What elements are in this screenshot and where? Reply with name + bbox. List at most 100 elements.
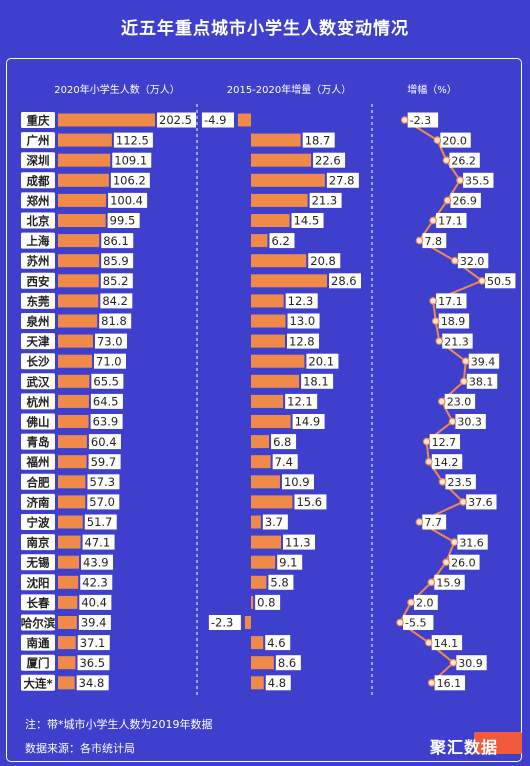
increase-bar <box>251 334 286 348</box>
students-value: 60.4 <box>91 435 117 449</box>
city-label-box <box>21 614 55 631</box>
growth-point <box>449 658 458 667</box>
students-bar <box>58 555 80 569</box>
growth-value: -2.3 <box>410 114 431 127</box>
city-label: 北京 <box>27 214 50 228</box>
increase-value: -2.3 <box>211 616 233 630</box>
brand-logo: 聚汇数据 <box>430 732 524 758</box>
growth-point <box>407 598 415 607</box>
growth-value: 17.1 <box>438 215 463 228</box>
growth-point <box>429 297 437 305</box>
increase-value: 18.1 <box>303 375 329 389</box>
growth-value-box <box>434 675 466 691</box>
city-label: 哈尔滨 <box>21 616 56 630</box>
students-value: 99.5 <box>110 214 136 228</box>
city-label: 合肥 <box>27 475 50 489</box>
city-label: 南京 <box>27 536 50 550</box>
increase-bar <box>251 234 268 248</box>
city-label-box <box>21 654 55 671</box>
growth-value: 38.1 <box>469 376 494 389</box>
growth-point <box>427 678 436 687</box>
increase-bar <box>251 153 312 167</box>
city-label-box <box>21 674 55 691</box>
city-label-box <box>21 413 55 430</box>
increase-value-box <box>262 514 288 530</box>
increase-value: 20.8 <box>310 254 336 268</box>
students-value: 39.4 <box>81 616 107 630</box>
increase-bar <box>251 415 291 428</box>
students-value-box <box>77 655 110 671</box>
students-bar <box>58 354 93 368</box>
increase-value-box <box>285 293 318 309</box>
students-bar <box>58 113 155 127</box>
city-label-box <box>21 373 55 390</box>
city-label-box <box>21 292 55 309</box>
growth-point <box>438 477 447 486</box>
growth-value: 2.0 <box>416 597 434 610</box>
growth-point <box>437 397 446 406</box>
growth-point <box>415 236 424 245</box>
city-label: 上海 <box>27 234 50 248</box>
growth-value: 17.1 <box>438 295 463 308</box>
increase-value: 22.6 <box>315 153 341 167</box>
increase-value: 0.8 <box>257 596 275 610</box>
students-value-box <box>87 494 120 510</box>
increase-value: 21.3 <box>312 194 338 208</box>
students-value-box <box>101 233 134 249</box>
students-value: 73.0 <box>97 334 123 348</box>
students-bar <box>58 133 112 147</box>
increase-value: 9.1 <box>279 555 297 569</box>
students-value: 63.9 <box>93 415 119 429</box>
growth-value: 20.0 <box>442 134 467 147</box>
header-growth: 增幅（%） <box>407 83 457 96</box>
increase-value: 14.5 <box>294 214 320 228</box>
students-bar <box>58 535 81 549</box>
students-value-box <box>113 132 153 148</box>
students-value-box <box>76 675 109 691</box>
city-label-box <box>21 212 55 229</box>
increase-value-box <box>271 434 297 450</box>
city-label-box <box>21 594 55 611</box>
increase-bar <box>251 374 300 388</box>
growth-value-box <box>445 474 476 490</box>
students-bar <box>58 314 98 328</box>
growth-value-box <box>466 373 498 389</box>
city-label-box <box>21 272 55 289</box>
increase-value: 18.7 <box>305 133 331 147</box>
students-value-box <box>80 574 113 590</box>
students-bar <box>58 435 87 449</box>
header-students: 2020年小学生人数（万人） <box>54 83 179 96</box>
increase-value-box <box>281 474 314 490</box>
students-bar <box>58 254 100 268</box>
students-value-box <box>88 454 121 470</box>
growth-point <box>459 498 467 506</box>
city-label-box <box>21 634 55 651</box>
growth-value-box <box>455 414 486 429</box>
growth-value-box <box>434 574 465 590</box>
students-bar <box>58 153 111 167</box>
growth-value-box <box>468 353 500 369</box>
increase-value: 27.8 <box>329 174 355 188</box>
students-value-box <box>157 112 196 128</box>
growth-value-box <box>429 434 461 450</box>
city-label: 郑州 <box>27 194 50 208</box>
increase-value-box <box>308 253 341 269</box>
growth-value-box <box>456 655 487 671</box>
students-value-box <box>108 192 148 208</box>
increase-value: 13.0 <box>290 314 316 328</box>
city-label-box <box>21 232 55 249</box>
growth-value: 35.5 <box>465 175 490 188</box>
increase-bar <box>244 616 251 629</box>
increase-bar <box>251 173 325 187</box>
growth-point <box>427 578 436 587</box>
increase-value-box <box>283 534 316 550</box>
increase-bar <box>237 113 251 127</box>
city-label: 天津 <box>27 335 50 349</box>
increase-value: 6.8 <box>273 435 291 449</box>
increase-bar <box>251 274 327 288</box>
increase-bar <box>251 515 261 529</box>
growth-point <box>425 457 433 466</box>
students-value: 65.5 <box>93 375 119 389</box>
students-value: 202.5 <box>159 113 192 127</box>
city-label-box <box>21 514 55 530</box>
